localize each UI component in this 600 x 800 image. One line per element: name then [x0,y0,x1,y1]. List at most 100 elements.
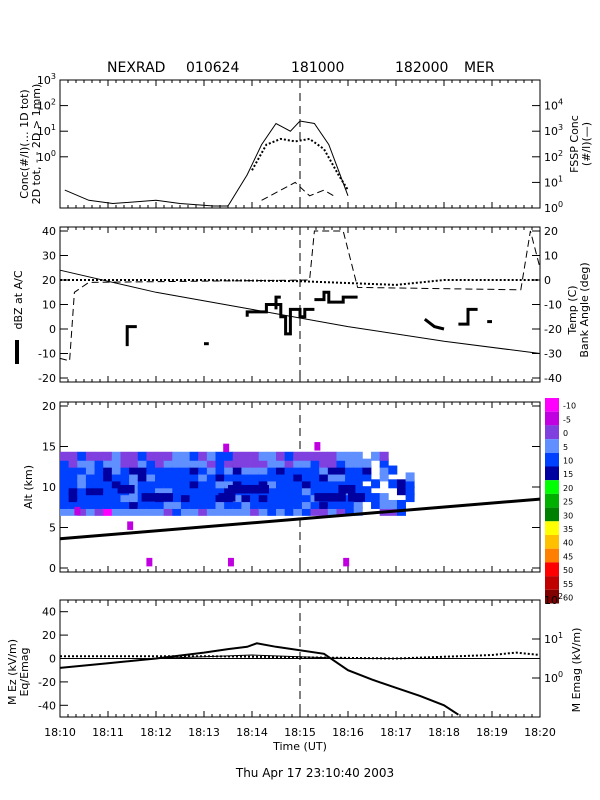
colorbar-swatch [545,452,559,467]
p3-radar-cell [250,493,260,503]
colorbar-label: 50 [563,566,573,575]
p3-radar-cell [137,499,147,509]
p3-radar-cell [396,499,406,509]
p2-y-tick-label: 40 [42,225,56,238]
p3-radar-cell [388,465,398,475]
p3-radar-cell [276,493,285,503]
p3-radar-cell [258,493,268,503]
panel-1-plot [64,120,349,207]
p4-y-right-tick-label: 102 [544,592,563,607]
p3-radar-cell [267,451,277,461]
p3-radar-cell [172,458,182,468]
p3-radar-cell [172,506,182,516]
p3-radar-cell [60,499,69,509]
colorbar-label: 55 [563,580,573,589]
p3-radar-cell [120,479,130,489]
p3-radar-cell [215,458,225,468]
p3-radar-cell [68,479,78,489]
p3-radar-cell [241,472,251,482]
p3-radar-cell [137,472,147,482]
p3-radar-cell [276,465,285,475]
p3-radar-cell [137,486,147,496]
colorbar-label: 0 [563,429,568,438]
p3-radar-cell [163,451,173,461]
p3-radar-cell [267,506,277,516]
p3-radar-cell [60,472,69,482]
p3-radar-cell [180,499,190,509]
p3-radar-cell [319,499,329,509]
p3-radar-core [314,493,332,502]
p3-radar-cell [293,458,303,468]
p3-radar-cell [336,451,346,461]
p3-radar-cell [301,451,311,461]
p3-radar-cell [405,479,415,489]
p3-radar-cell [276,458,285,468]
colorbar-label: 10 [563,457,573,466]
p1-y-right-tick-label: 103 [544,123,563,138]
p3-radar-cell [111,486,121,496]
p3-radar-cell [77,486,87,496]
p3-radar-cell [85,499,95,509]
p3-radar-core [141,493,159,502]
p3-radar-cell [327,506,337,516]
p3-radar-cell [379,493,389,503]
p3-radar-cell [345,472,355,482]
p3-radar-cell [146,451,156,461]
p3-radar-cell [301,479,311,489]
p3-radar-cell [353,465,363,475]
p3-radar-cell [301,493,311,503]
colorbar-swatch [545,548,559,563]
p3-radar-cell [146,458,156,468]
p3-radar-cell [68,493,78,503]
p3-radar-cell [319,479,329,489]
p3-radar-cell [371,451,381,461]
p3-radar-cell [206,472,216,482]
p3-radar-cell [180,472,190,482]
p3-radar-cell [276,499,285,509]
p3-radar-cell [336,465,346,475]
p1-y-right-tick-label: 102 [544,149,563,164]
p2-dbz-segment [314,290,358,304]
p3-radar-cell [206,499,216,509]
p2-dbz-segment [423,318,445,331]
p3-radar-cell [189,465,199,475]
p1-ylabel-line1: Conc(#/l)(… 1D tot) [18,89,31,198]
p3-radar-cell [163,472,173,482]
p3-radar-cell [224,472,234,482]
p3-radar-cell [198,465,208,475]
p3-radar-cell [103,472,113,482]
p3-radar-cell [301,499,311,509]
p3-radar-cell [284,451,294,461]
p3-radar-cell [345,506,355,516]
p3-radar-scatter [343,557,350,567]
p1-series-solid [64,120,349,207]
p3-radar-cell [180,486,190,496]
p3-radar-cell [327,499,337,509]
panel-4-plot [59,642,541,716]
p3-radar-cell [319,465,329,475]
x-tick-label: 18:10 [44,726,76,739]
colorbar-swatch [545,466,559,481]
colorbar-swatch [545,439,559,453]
p3-radar-cell [111,506,121,516]
p3-radar-cell [224,465,234,475]
p3-radar-cell [258,472,268,482]
p3-radar-cell [103,458,113,468]
p3-radar-cell [85,458,95,468]
p3-radar-cell [180,458,190,468]
p3-radar-cell [310,472,320,482]
p3-radar-cell [232,493,242,503]
p3-radar-cell [94,479,104,489]
p3-radar-cell [198,458,208,468]
p2-y-right-tick-label: -30 [544,348,562,361]
p3-radar-cell [77,499,87,509]
p3-radar-cell [267,486,277,496]
p3-radar-cell [94,451,104,461]
header-time2: 182000 [395,60,448,76]
p3-radar-cell [146,499,156,509]
p3-radar-cell [396,479,406,489]
p3-radar-cell [85,486,95,496]
p3-radar-core [228,484,245,494]
colorbar-label: 25 [563,498,573,507]
